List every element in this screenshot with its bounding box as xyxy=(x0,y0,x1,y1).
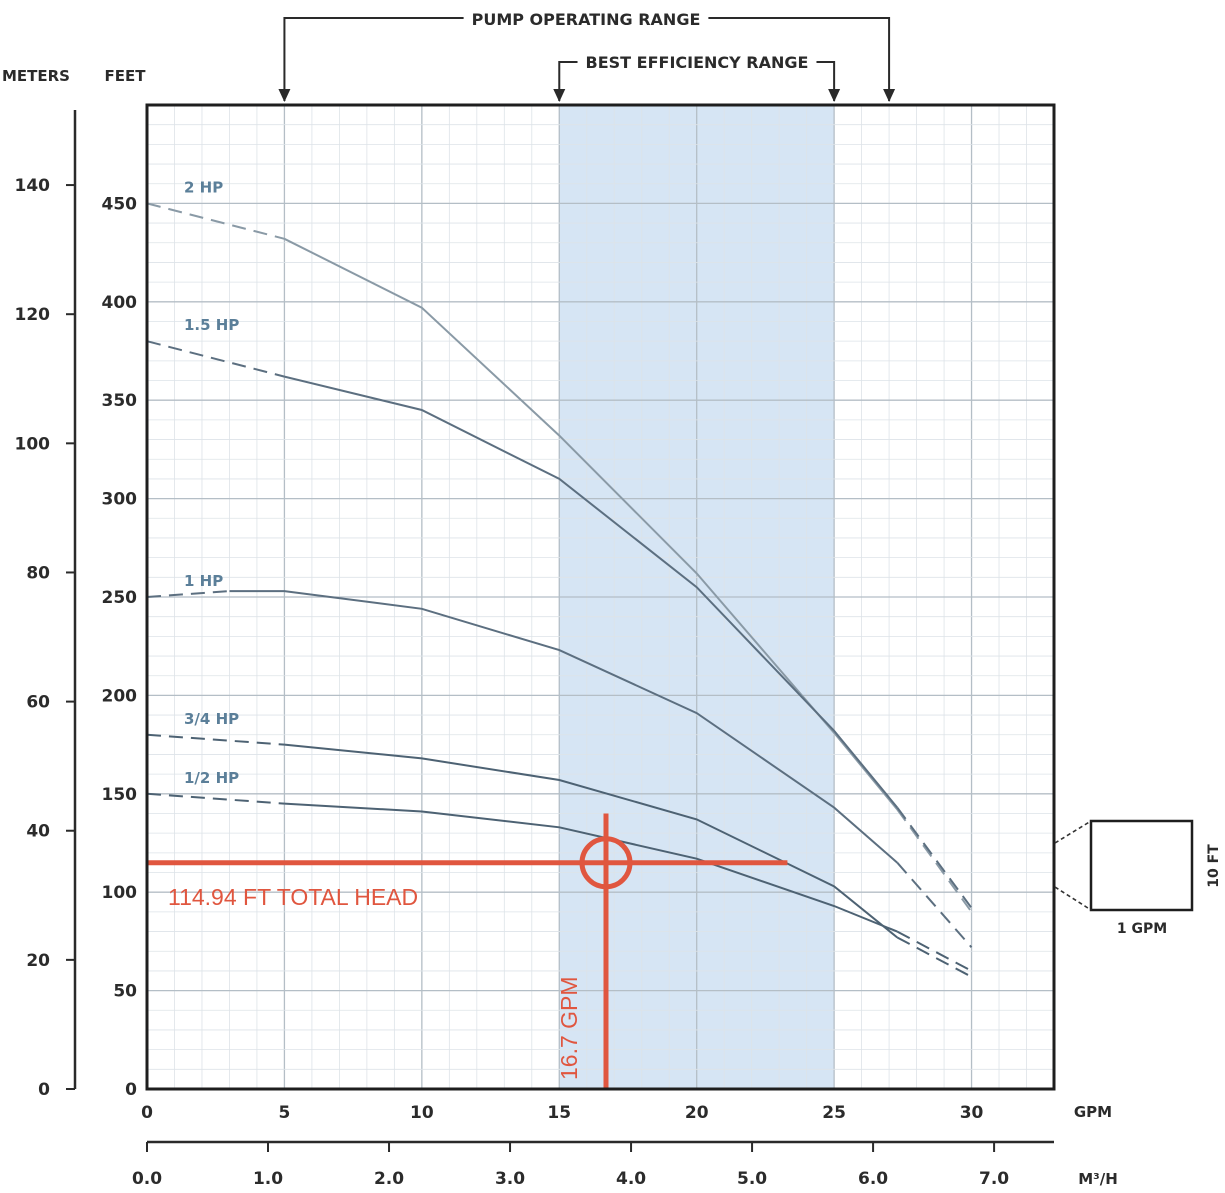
pump-curve-solid xyxy=(283,237,899,811)
pump-curve-dashed-end xyxy=(896,862,973,948)
pump-curve-solid xyxy=(284,375,899,809)
x-tick-label: 30 xyxy=(960,1103,984,1123)
y-tick-label: 250 xyxy=(102,588,138,608)
x-axis-title: GPM xyxy=(1074,1103,1112,1121)
y-tick-label: 200 xyxy=(102,686,138,706)
x2-tick-label: 1.0 xyxy=(253,1169,283,1189)
y-tick-label: 300 xyxy=(102,490,138,510)
best-efficiency-bracket-arrow xyxy=(828,89,841,102)
pump-curve-dashed-start xyxy=(146,792,285,805)
y-tick-label: 400 xyxy=(102,293,138,313)
range-label-operating: PUMP OPERATING RANGE xyxy=(472,10,701,29)
y-tick-label: 350 xyxy=(102,391,138,411)
best-efficiency-bracket xyxy=(558,61,836,101)
scale-key-box xyxy=(1089,819,1194,912)
flow-rate-label: 16.7 GPM xyxy=(556,976,582,1080)
curve-label: 1/2 HP xyxy=(184,769,239,787)
x2-tick-label: 0.0 xyxy=(132,1169,162,1189)
x2-tick-label: 6.0 xyxy=(858,1169,888,1189)
x-tick-label: 0 xyxy=(141,1103,153,1123)
x2-tick-label: 3.0 xyxy=(495,1169,525,1189)
pump-curve-solid xyxy=(284,743,898,939)
pump-curve-dashed-start xyxy=(146,590,230,598)
range-label-best-efficiency: BEST EFFICIENCY RANGE xyxy=(586,53,809,72)
curve-label: 1.5 HP xyxy=(184,316,239,334)
pump-curve-solid xyxy=(229,590,898,864)
pump-curve-dashed-start xyxy=(146,733,285,746)
pump-curve-solid xyxy=(284,802,898,933)
scale-key-leader-top xyxy=(1054,820,1092,844)
y2-tick-label: 60 xyxy=(26,693,50,713)
operating-point-marker xyxy=(579,836,633,890)
y-tick-label: 150 xyxy=(102,785,138,805)
curve-label: 3/4 HP xyxy=(184,710,239,728)
scale-key-width-label: 1 GPM xyxy=(1117,921,1167,937)
x2-tick-label: 4.0 xyxy=(616,1169,646,1189)
y-tick-label: 100 xyxy=(102,883,138,903)
operating-range-bracket xyxy=(283,17,891,101)
total-head-label: 114.94 FT TOTAL HEAD xyxy=(168,884,418,910)
x-tick-label: 5 xyxy=(279,1103,291,1123)
y2-tick-label: 80 xyxy=(26,563,50,583)
y2-tick-label: 100 xyxy=(15,434,51,454)
x2-tick-label: 7.0 xyxy=(979,1169,1009,1189)
plot-border xyxy=(145,103,1056,1091)
best-efficiency-bracket-arrow xyxy=(553,89,566,102)
x2-axis-title: M³/H xyxy=(1078,1170,1118,1188)
scale-key-leader-bottom xyxy=(1054,886,1092,911)
operating-range-bracket-arrow xyxy=(278,89,291,102)
pump-curve-dashed-start xyxy=(146,340,285,378)
y-axis-title: FEET xyxy=(105,67,147,85)
y2-tick-label: 120 xyxy=(15,305,51,325)
x-tick-label: 20 xyxy=(685,1103,709,1123)
operating-range-bracket-arrow xyxy=(883,89,896,102)
pump-curve-dashed-end xyxy=(896,930,972,972)
pump-curve-dashed-start xyxy=(146,202,285,240)
pump-curve-dashed-end xyxy=(896,936,972,978)
x-tick-label: 25 xyxy=(822,1103,846,1123)
x-tick-label: 15 xyxy=(547,1103,571,1123)
curve-label: 2 HP xyxy=(184,178,223,196)
y2-tick-label: 20 xyxy=(26,951,50,971)
x2-tick-label: 5.0 xyxy=(737,1169,767,1189)
y-tick-label: 0 xyxy=(125,1080,137,1100)
scale-key-height-label: 10 FT xyxy=(1206,844,1222,888)
y-tick-label: 50 xyxy=(113,982,137,1002)
x2-tick-label: 2.0 xyxy=(374,1169,404,1189)
y-tick-label: 450 xyxy=(102,194,138,214)
y2-tick-label: 40 xyxy=(26,822,50,842)
curve-label: 1 HP xyxy=(184,572,223,590)
y2-tick-label: 0 xyxy=(38,1080,50,1100)
y2-tick-label: 140 xyxy=(15,176,51,196)
x-tick-label: 10 xyxy=(410,1103,434,1123)
y2-axis-title: METERS xyxy=(2,67,70,85)
scale-key: 1 GPM 10 FT xyxy=(1054,819,1222,937)
